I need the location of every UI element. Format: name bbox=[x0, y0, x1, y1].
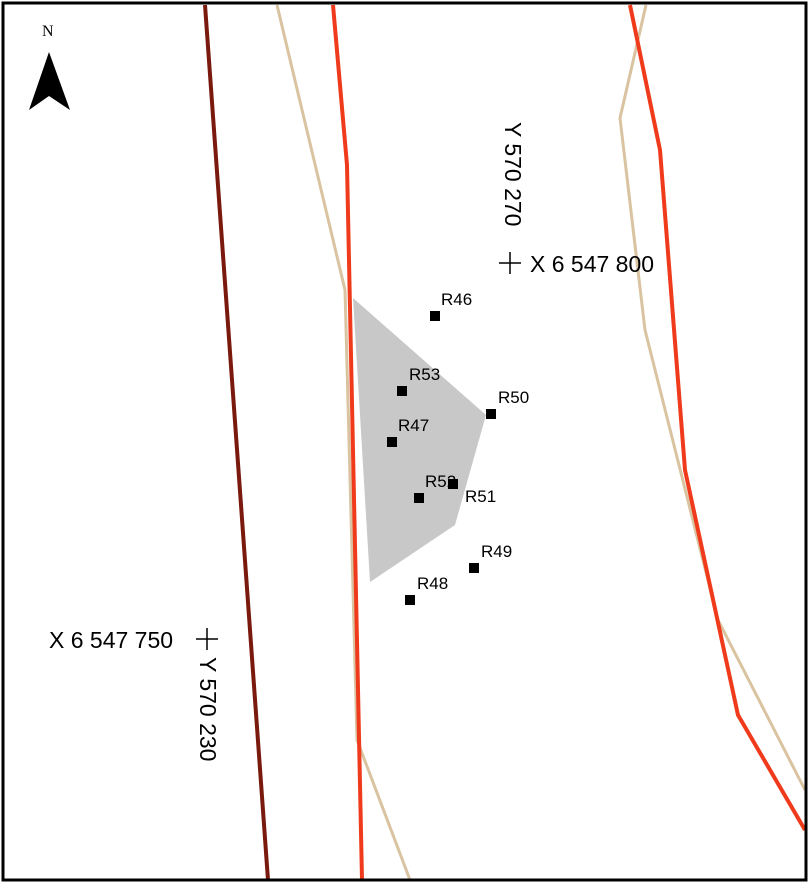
north-label: N bbox=[42, 23, 54, 40]
red-road-left bbox=[331, 4, 364, 881]
point-label-r46: R46 bbox=[441, 290, 473, 309]
point-label-r49: R49 bbox=[481, 542, 513, 561]
point-marker-r47 bbox=[387, 437, 397, 447]
point-marker-r51 bbox=[448, 479, 458, 489]
point-marker-r50 bbox=[486, 409, 496, 419]
tan-road-right bbox=[618, 4, 807, 791]
point-label-r48: R48 bbox=[417, 574, 449, 593]
coord-label-lower-x: X 6 547 750 bbox=[49, 627, 174, 653]
coord-cross-lower bbox=[196, 628, 218, 650]
dark-red-line bbox=[203, 4, 270, 881]
point-label-r50: R50 bbox=[498, 388, 530, 407]
point-marker-r48 bbox=[405, 595, 415, 605]
point-label-r53: R53 bbox=[409, 365, 441, 384]
red-road-right bbox=[628, 4, 807, 832]
tan-road-left bbox=[275, 4, 412, 881]
point-label-r47: R47 bbox=[398, 416, 430, 435]
coord-label-lower-y: Y 570 230 bbox=[195, 657, 221, 762]
point-marker-r49 bbox=[469, 563, 479, 573]
coord-label-upper-x: X 6 547 800 bbox=[530, 251, 655, 277]
survey-area-polygon bbox=[353, 298, 486, 582]
point-marker-r52 bbox=[414, 493, 424, 503]
point-marker-r53 bbox=[397, 386, 407, 396]
point-marker-r46 bbox=[430, 311, 440, 321]
point-label-r51: R51 bbox=[465, 487, 497, 506]
coord-cross-upper bbox=[499, 252, 521, 274]
coord-label-upper-y: Y 570 270 bbox=[500, 122, 526, 227]
point-label-r52: R52 bbox=[425, 472, 457, 491]
north-arrow-icon bbox=[29, 52, 70, 110]
